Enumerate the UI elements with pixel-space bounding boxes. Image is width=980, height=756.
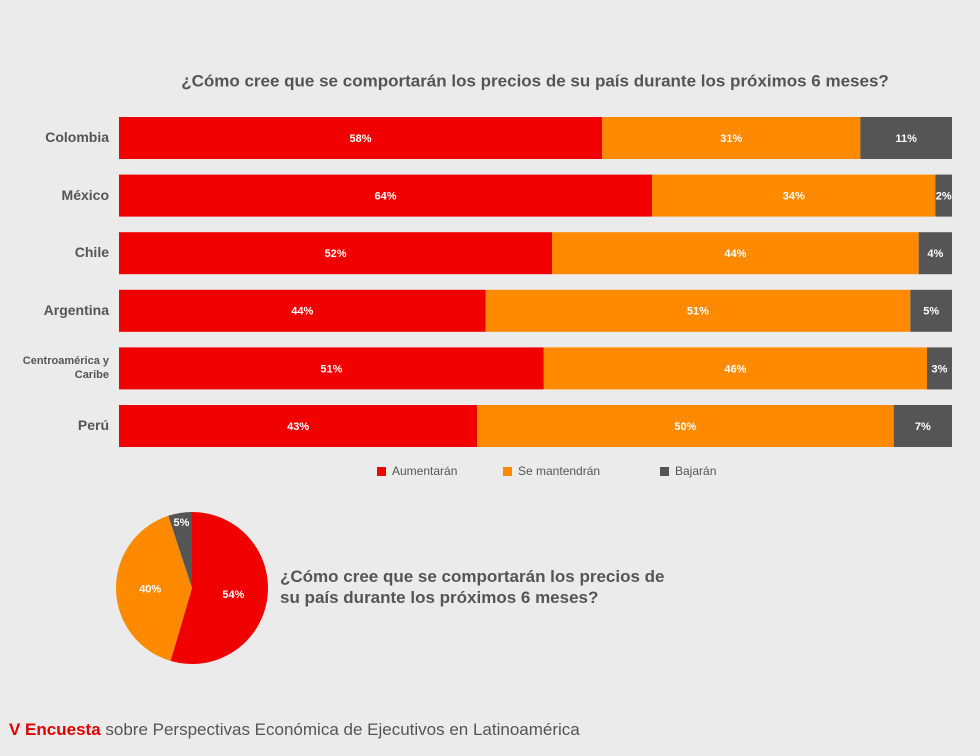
value-label: 7% [915,421,931,433]
legend-swatch [660,467,669,476]
value-label: 51% [320,363,342,375]
bar-chart-title: ¿Cómo cree que se comportarán los precio… [181,71,889,90]
bar-segment [119,289,486,332]
bar-segment [602,117,861,159]
footer: V Encuesta sobre Perspectivas Económica … [9,720,580,740]
bar-segment [860,117,952,159]
category-label: Colombia [45,129,109,145]
bar-segment [552,232,919,275]
bar-segment [543,347,928,390]
bar-segment [119,117,603,159]
value-label: 52% [325,248,347,260]
value-label: 58% [350,133,372,145]
bar-segment [652,174,936,217]
bar-segment [935,174,952,217]
pie-slice [116,515,192,661]
pie-slice [168,512,192,588]
bar-segment [918,232,952,275]
value-label: 4% [927,248,943,260]
value-label: 5% [173,517,189,529]
value-label: 34% [783,191,805,203]
bar-segment [119,405,478,447]
value-label: 3% [932,363,948,375]
value-label: 31% [720,133,742,145]
pie-slice [170,512,269,664]
value-label: 2% [936,191,952,203]
bar-segment [119,347,544,390]
value-label: 44% [724,248,746,260]
value-label: 50% [674,421,696,433]
value-label: 46% [724,363,746,375]
value-label: 51% [687,306,709,318]
value-label: 54% [222,589,244,601]
bar-segment [485,289,911,332]
legend-label: Aumentarán [392,464,457,478]
value-label: 43% [287,421,309,433]
value-label: 44% [291,306,313,318]
footer-highlight: V Encuesta [9,720,101,739]
bar-segment [119,174,653,217]
value-label: 11% [895,133,917,145]
bar-segment [119,232,553,275]
bar-segment [910,289,952,332]
bar-segment [477,405,894,447]
value-label: 5% [923,306,939,318]
legend-label: Se mantendrán [518,464,600,478]
value-label: 40% [139,584,161,596]
category-label: Centroamérica y Caribe [22,355,109,382]
category-label: Argentina [43,301,109,318]
pie-chart-title: ¿Cómo cree que se comportarán los precio… [280,567,665,607]
category-label: México [61,186,109,203]
legend-swatch [503,467,512,476]
bar-segment [927,347,952,390]
legend-label: Bajarán [675,464,716,478]
footer-text: sobre Perspectivas Económica de Ejecutiv… [105,720,580,739]
bar-segment [893,405,952,447]
value-label: 64% [375,191,397,203]
legend-swatch [377,467,386,476]
category-label: Chile [74,244,109,261]
category-label: Perú [77,417,109,433]
